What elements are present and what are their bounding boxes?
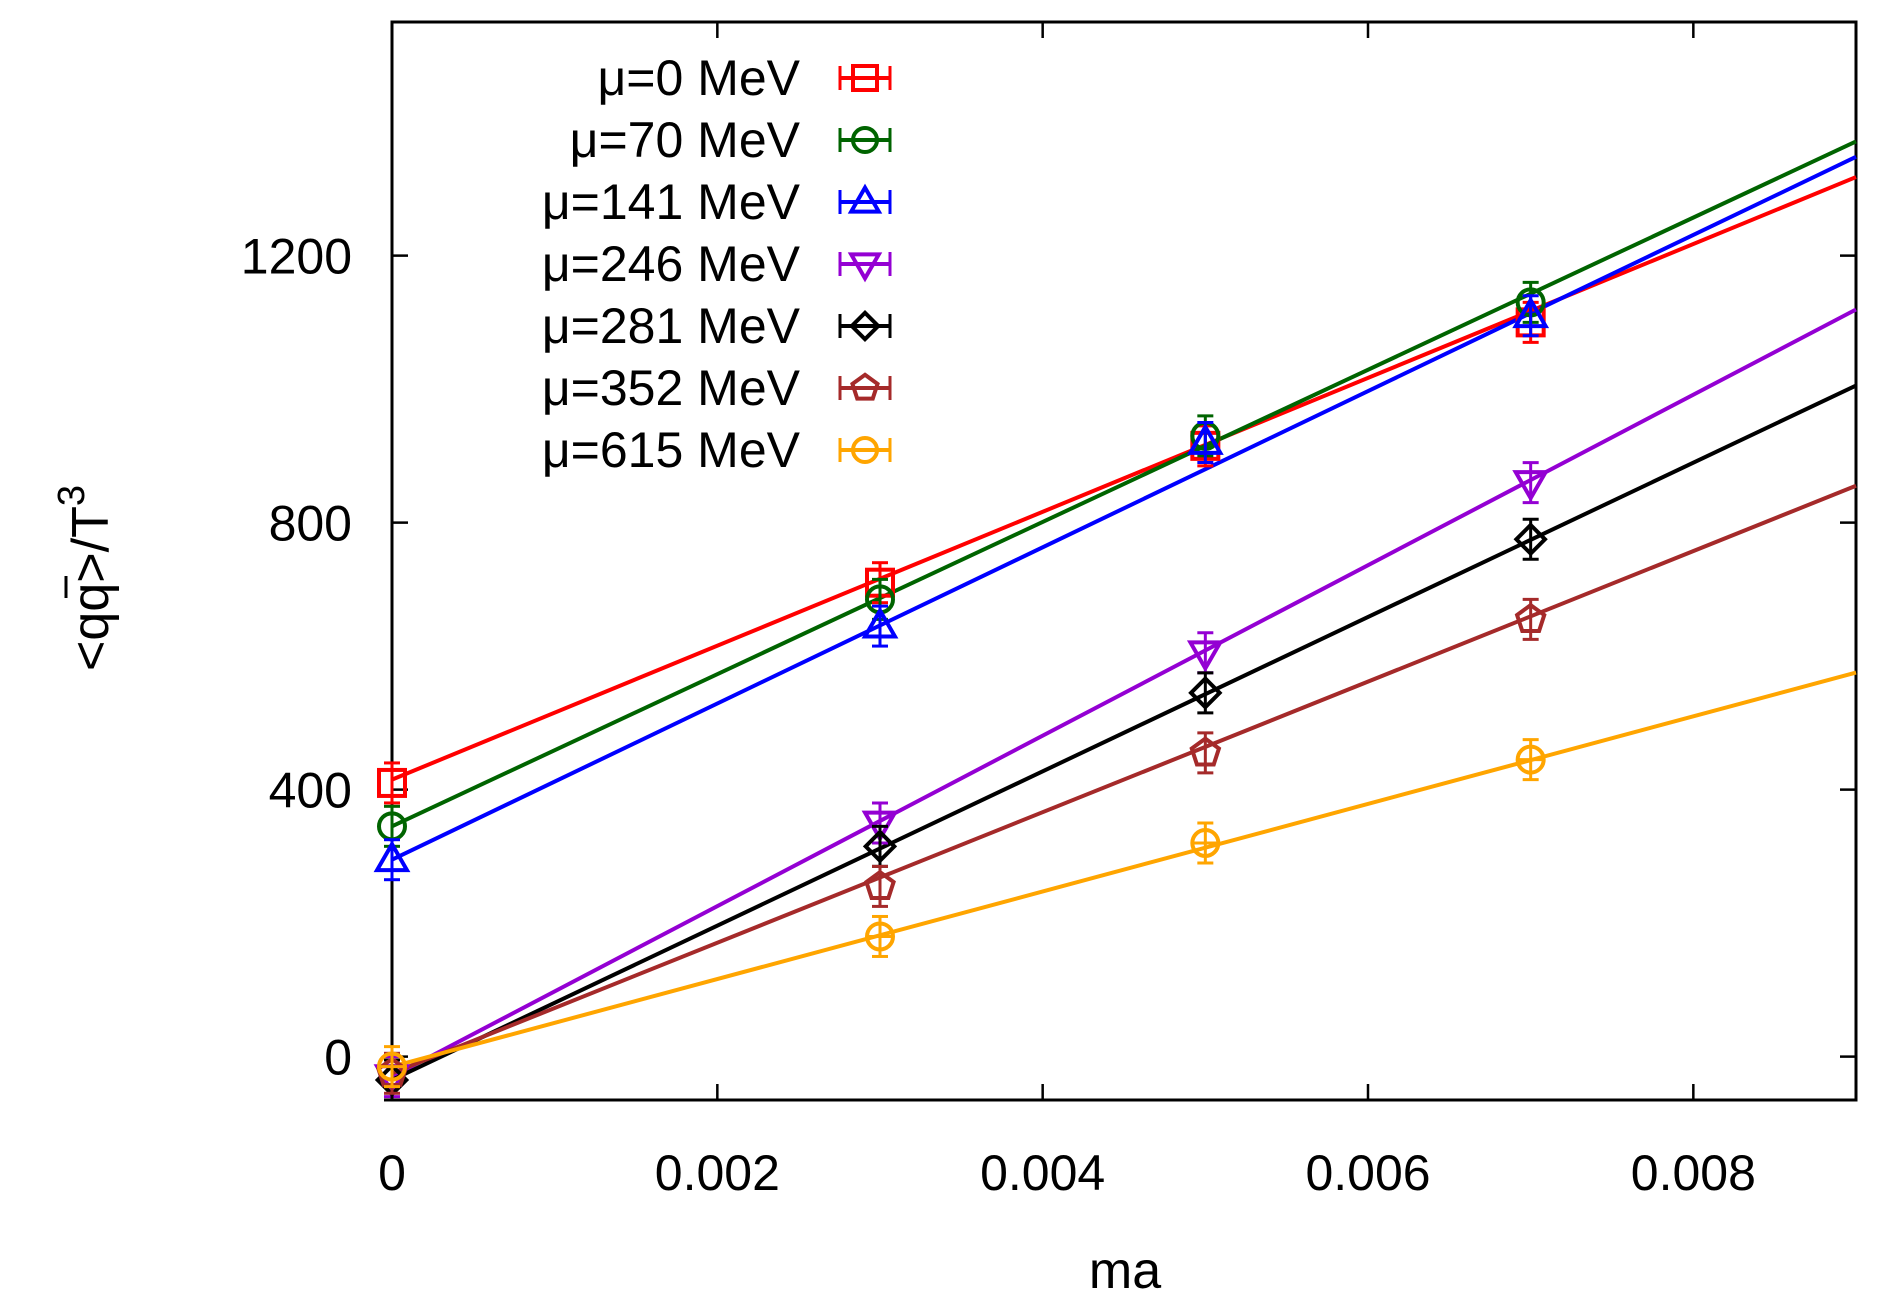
series-fit-line	[391, 307, 1857, 1079]
data-point	[377, 767, 407, 798]
data-point	[1513, 522, 1548, 557]
legend-label: μ=246 MeV	[542, 236, 801, 292]
plot-frame	[390, 20, 1858, 1102]
legend-label: μ=0 MeV	[597, 50, 800, 106]
data-point	[1186, 422, 1224, 455]
data-point	[864, 869, 896, 900]
legend: μ=0 MeV μ=70 MeV μ=141 MeV μ=246 MeV μ=281 M…	[542, 50, 892, 478]
data-point	[1512, 470, 1550, 503]
plot-border	[390, 20, 1858, 1102]
data-point	[373, 840, 411, 873]
legend-label: μ=141 MeV	[542, 174, 801, 230]
data-point	[1189, 736, 1222, 767]
x-tick-label: 0	[378, 1145, 406, 1201]
series-fit-line	[391, 139, 1857, 829]
x-tick-label: 0.006	[1305, 1145, 1430, 1201]
y-axis-ticks: 0 400 800 1200	[241, 229, 1856, 1086]
data-point	[1188, 675, 1223, 710]
legend-marker	[851, 126, 879, 154]
data-point	[861, 606, 899, 639]
y-tick-label: 800	[269, 496, 352, 552]
x-axis-ticks: 0 0.002 0.004 0.006 0.008	[378, 22, 1756, 1201]
legend-label: μ=615 MeV	[542, 422, 801, 478]
data-point	[1186, 640, 1224, 673]
series-fit-line	[391, 383, 1857, 1082]
series-fit-line	[391, 155, 1857, 862]
x-axis-label: ma	[1089, 1242, 1161, 1300]
data-markers	[373, 280, 1550, 1102]
y-tick-label: 0	[324, 1030, 352, 1086]
legend-marker	[848, 309, 882, 343]
x-tick-label: 0.002	[655, 1145, 780, 1201]
y-tick-label: 1200	[241, 229, 352, 285]
legend-marker	[847, 252, 883, 283]
legend-marker	[847, 183, 883, 214]
legend-label: μ=281 MeV	[542, 298, 801, 354]
legend-label: μ=70 MeV	[570, 112, 801, 168]
data-point	[1512, 296, 1550, 329]
legend-marker	[851, 64, 879, 92]
fit-lines	[391, 139, 1857, 1082]
legend-marker	[850, 372, 880, 401]
series-fit-line	[391, 483, 1857, 1076]
x-tick-label: 0.008	[1631, 1145, 1756, 1201]
series-fit-line	[391, 175, 1857, 782]
data-point	[1514, 602, 1547, 633]
y-tick-label: 400	[269, 763, 352, 819]
y-axis-label: <qq>/T3	[51, 485, 120, 671]
data-point	[862, 829, 898, 864]
series-fit-line	[391, 670, 1857, 1069]
legend-label: μ=352 MeV	[542, 360, 801, 416]
x-tick-label: 0.004	[980, 1145, 1105, 1201]
svg-text:<qq>/T3: <qq>/T3	[51, 485, 120, 671]
